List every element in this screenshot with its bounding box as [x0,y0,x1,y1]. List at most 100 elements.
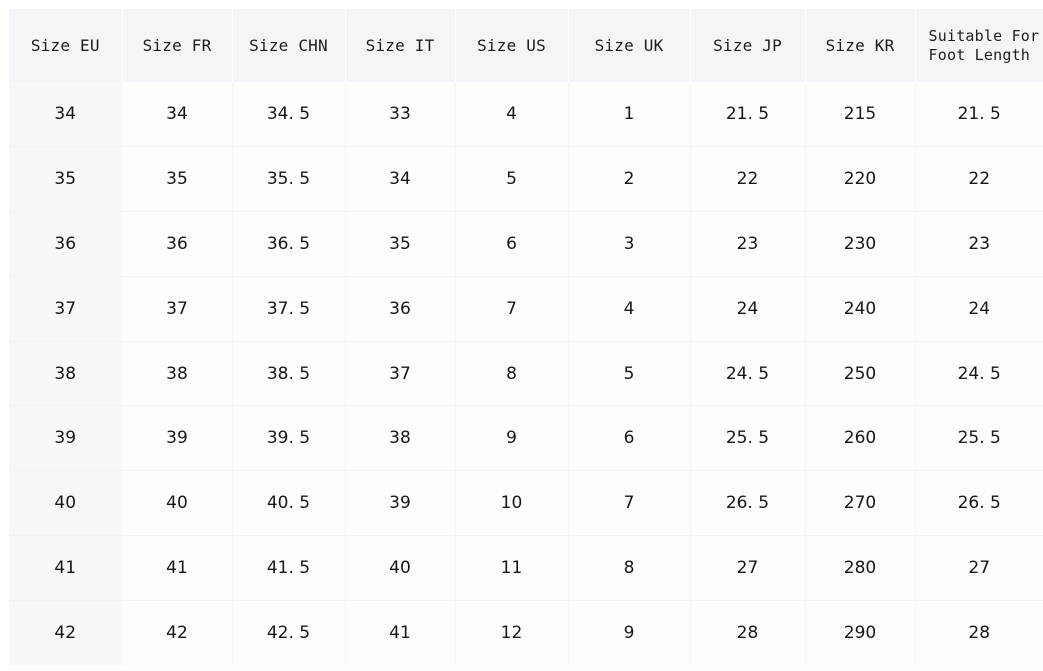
table-cell: 33 [345,82,456,148]
table-cell: 9 [455,405,569,472]
table-cell: 40 [9,470,123,537]
table-cell: 39 [9,405,123,472]
table-cell: 240 [805,276,916,342]
table-cell: 260 [805,405,916,472]
table-cell: 11 [455,535,569,601]
table-cell: 35 [122,146,233,213]
table-cell: 5 [455,146,569,213]
table-cell: 37 [9,276,123,342]
table-cell: 36 [9,211,123,277]
table-row: 35 35 35. 5 34 5 2 22 220 22 [9,146,1043,213]
table-cell: 38 [345,405,456,472]
table-cell: 28 [690,600,806,666]
table-cell: 39 [122,405,233,472]
table-row: 40 40 40. 5 39 10 7 26. 5 270 26. 5 [9,470,1043,537]
table-cell: 6 [455,211,569,277]
table-cell: 22 [690,146,806,213]
table-cell: 280 [805,535,916,601]
table-row: 42 42 42. 5 41 12 9 28 290 28 [9,600,1043,666]
table-cell: 34 [345,146,456,213]
table-cell: 42. 5 [232,600,346,666]
table-cell: 28 [915,600,1043,666]
table-cell: 4 [568,276,691,342]
table-row: 38 38 38. 5 37 8 5 24. 5 250 24. 5 [9,341,1043,407]
table-row: 39 39 39. 5 38 9 6 25. 5 260 25. 5 [9,405,1043,472]
table-cell: 6 [568,405,691,472]
table-cell: 7 [568,470,691,537]
table-cell: 25. 5 [915,405,1043,472]
column-header-size-us: Size US [455,9,569,82]
table-cell: 40 [122,470,233,537]
table-cell: 10 [455,470,569,537]
table-row: 34 34 34. 5 33 4 1 21. 5 215 21. 5 [9,82,1043,148]
table-cell: 12 [455,600,569,666]
header-row: Size EU Size FR Size CHN Size IT Size US… [9,9,1043,82]
table-cell: 38 [122,341,233,407]
table-cell: 42 [122,600,233,666]
table-row: 36 36 36. 5 35 6 3 23 230 23 [9,211,1043,277]
table-cell: 40 [345,535,456,601]
table-cell: 35. 5 [232,146,346,213]
table-cell: 36. 5 [232,211,346,277]
table-cell: 24. 5 [915,341,1043,407]
table-cell: 9 [568,600,691,666]
table-cell: 2 [568,146,691,213]
table-cell: 23 [915,211,1043,277]
table-cell: 25. 5 [690,405,806,472]
table-cell: 220 [805,146,916,213]
table-cell: 37. 5 [232,276,346,342]
table-cell: 1 [568,82,691,148]
table-cell: 5 [568,341,691,407]
table-cell: 3 [568,211,691,277]
table-cell: 34 [122,82,233,148]
table-cell: 41 [345,600,456,666]
table-cell: 39. 5 [232,405,346,472]
column-header-foot-length: Suitable For Foot Length [915,9,1043,82]
table-cell: 250 [805,341,916,407]
table-cell: 34. 5 [232,82,346,148]
table-cell: 7 [455,276,569,342]
table-cell: 35 [9,146,123,213]
table-cell: 27 [915,535,1043,601]
table-cell: 8 [568,535,691,601]
column-header-size-fr: Size FR [122,9,233,82]
column-header-size-uk: Size UK [568,9,691,82]
table-cell: 215 [805,82,916,148]
table-cell: 38 [9,341,123,407]
table-cell: 290 [805,600,916,666]
table-cell: 24. 5 [690,341,806,407]
table-cell: 41. 5 [232,535,346,601]
table-cell: 36 [122,211,233,277]
column-header-size-eu: Size EU [9,9,123,82]
table-cell: 37 [345,341,456,407]
table-cell: 41 [122,535,233,601]
table-cell: 24 [915,276,1043,342]
table-cell: 38. 5 [232,341,346,407]
table-cell: 270 [805,470,916,537]
table-cell: 230 [805,211,916,277]
table-cell: 39 [345,470,456,537]
table-header: Size EU Size FR Size CHN Size IT Size US… [9,9,1043,82]
table-row: 41 41 41. 5 40 11 8 27 280 27 [9,535,1043,601]
table-cell: 4 [455,82,569,148]
table-cell: 42 [9,600,123,666]
table-cell: 27 [690,535,806,601]
column-header-size-chn: Size CHN [232,9,346,82]
table-cell: 23 [690,211,806,277]
table-cell: 34 [9,82,123,148]
table-cell: 37 [122,276,233,342]
table-cell: 41 [9,535,123,601]
table-cell: 8 [455,341,569,407]
column-header-size-jp: Size JP [690,9,806,82]
table-cell: 26. 5 [915,470,1043,537]
table-cell: 26. 5 [690,470,806,537]
table-cell: 24 [690,276,806,342]
table-cell: 40. 5 [232,470,346,537]
table-cell: 22 [915,146,1043,213]
table-row: 37 37 37. 5 36 7 4 24 240 24 [9,276,1043,342]
column-header-size-it: Size IT [345,9,456,82]
table-cell: 36 [345,276,456,342]
column-header-size-kr: Size KR [805,9,916,82]
table-body: 34 34 34. 5 33 4 1 21. 5 215 21. 5 35 35 35. 5 34 5 2 2… [9,82,1043,666]
